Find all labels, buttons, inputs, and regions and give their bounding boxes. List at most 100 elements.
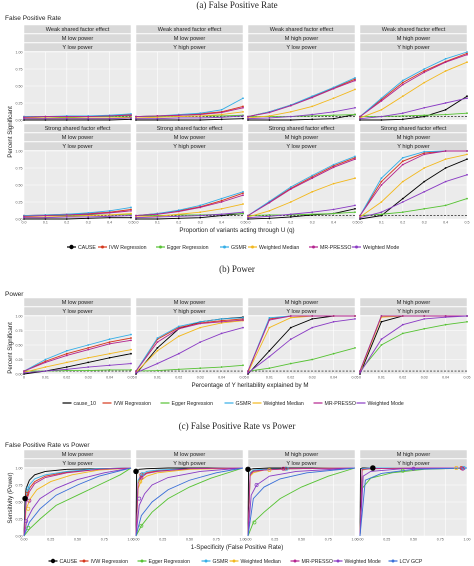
series-line-a-point xyxy=(380,211,383,214)
series-line-a xyxy=(359,150,467,216)
series-line-a-point xyxy=(135,216,137,219)
m-strip-c-strip-label: M low power xyxy=(174,452,206,458)
a-y-tick: 0.75 xyxy=(16,67,23,71)
c-x-tick: 0.75 xyxy=(213,538,220,542)
a-x-tick: 0.4 xyxy=(331,221,336,225)
a-x-tick: 0.4 xyxy=(107,221,112,225)
series-line-a-point xyxy=(423,115,426,118)
series-line-b-point xyxy=(156,369,159,372)
series-line-b-point xyxy=(108,364,111,367)
series-line-b-point xyxy=(380,344,383,346)
series-line-b-point xyxy=(311,318,314,320)
series-line-a-point xyxy=(130,118,132,121)
series-line-b-point xyxy=(44,370,47,372)
y-strip-b-strip xyxy=(359,306,468,316)
series-line-b-point xyxy=(87,347,90,349)
series-line-a-point xyxy=(401,180,404,183)
series-line-b-point xyxy=(87,369,90,372)
series-line-b-point xyxy=(87,366,90,368)
m-strip-b-strip-label: M low power xyxy=(62,300,94,306)
series-line-a-point xyxy=(332,86,335,89)
series-line-b-point xyxy=(108,356,111,359)
series-line-a-point xyxy=(444,204,447,207)
series-line-a-point xyxy=(466,173,468,176)
series-line-b xyxy=(23,339,132,372)
row-strip-a-strip xyxy=(247,123,356,133)
series-line-b-point xyxy=(444,316,447,319)
a-legend-label: Weighted Median xyxy=(259,245,299,251)
b-x-tick: 0.01 xyxy=(266,376,273,380)
operating-point-c xyxy=(133,468,139,475)
m-strip-b-strip-label: M high power xyxy=(285,300,319,306)
series-line-a-point xyxy=(87,117,90,120)
b-x-tick: 0.05 xyxy=(352,376,359,380)
series-line-b-point xyxy=(65,349,68,352)
a-x-tick: 0.1 xyxy=(379,221,384,225)
operating-point-c xyxy=(400,468,405,473)
c-x-tick: 0.00 xyxy=(133,538,140,542)
series-line-a xyxy=(359,61,468,119)
b-x-tick: 0.03 xyxy=(421,376,428,380)
series-line-a xyxy=(247,80,356,118)
a-y-tick: 0.00 xyxy=(16,217,23,221)
series-line-a-point xyxy=(311,174,314,177)
series-line-b xyxy=(23,349,132,373)
a-x-tick: 0.5 xyxy=(465,221,470,225)
a-x-tick: 0.2 xyxy=(288,221,293,225)
series-line-a-point xyxy=(268,214,271,216)
series-line-a-point xyxy=(108,209,111,212)
series-line-a xyxy=(359,158,468,220)
row-strip-a-strip xyxy=(359,24,468,34)
series-line-b-point xyxy=(130,369,132,371)
series-line-a-point xyxy=(177,217,180,220)
y-strip-c-strip-label: Y high power xyxy=(173,461,206,467)
series-line-b xyxy=(247,315,355,372)
series-line-b-point xyxy=(65,352,68,355)
y-strip-a-strip-label: Y low power xyxy=(286,45,317,51)
m-strip-a-strip-label: M high power xyxy=(285,135,319,141)
row-strip-a-strip-label: Strong shared factor effect xyxy=(381,126,447,132)
a-legend-label: Egger Regression xyxy=(167,245,209,251)
series-line-a xyxy=(135,107,244,118)
series-line-a xyxy=(247,158,356,216)
y-strip-b-strip xyxy=(247,306,356,316)
series-line-b-point xyxy=(177,335,180,338)
series-line-a-point xyxy=(220,113,223,116)
m-strip-a-strip-label: M low power xyxy=(62,135,94,141)
series-line-a-point xyxy=(247,214,249,217)
row-strip-a-strip xyxy=(135,123,244,133)
operating-point-c xyxy=(252,520,257,525)
series-line-a-point xyxy=(242,110,244,113)
series-line-a-point xyxy=(401,81,404,84)
roc-curve-c xyxy=(247,467,356,537)
a-y-tick: 0.25 xyxy=(16,200,23,204)
series-line-a-point xyxy=(177,114,180,117)
b-x-tick: 0.03 xyxy=(85,376,92,380)
series-line-a-point xyxy=(444,158,447,161)
series-line-b-point xyxy=(156,362,159,365)
series-line-b-point xyxy=(332,315,335,317)
series-line-a-point xyxy=(289,201,292,203)
series-line-b-point xyxy=(108,342,111,345)
series-line-b xyxy=(23,337,132,372)
m-strip-a-strip-label: M high power xyxy=(285,36,319,42)
series-line-a-point xyxy=(23,216,25,219)
row-strip-a-strip-label: Strong shared factor effect xyxy=(45,126,111,132)
a-x-tick: 0.5 xyxy=(353,221,358,225)
c-legend-label: Weighted Mode xyxy=(345,559,381,565)
m-strip-c-strip xyxy=(135,449,244,459)
series-line-a-point xyxy=(156,117,159,120)
m-strip-b-strip xyxy=(359,297,468,307)
series-line-a-point xyxy=(380,213,383,216)
y-strip-a-strip xyxy=(135,42,244,52)
series-line-a-point xyxy=(130,209,132,212)
row-strip-a-strip xyxy=(23,123,132,133)
caption-b: (b) Power xyxy=(219,264,255,274)
title-b: Power xyxy=(5,291,24,298)
series-line-a-point xyxy=(289,216,292,218)
c-x-tick: 0.50 xyxy=(74,538,81,542)
series-line-a-point xyxy=(289,115,292,118)
y-strip-a-strip xyxy=(247,42,356,52)
series-line-a-point xyxy=(311,177,314,180)
series-line-b-point xyxy=(332,352,335,355)
